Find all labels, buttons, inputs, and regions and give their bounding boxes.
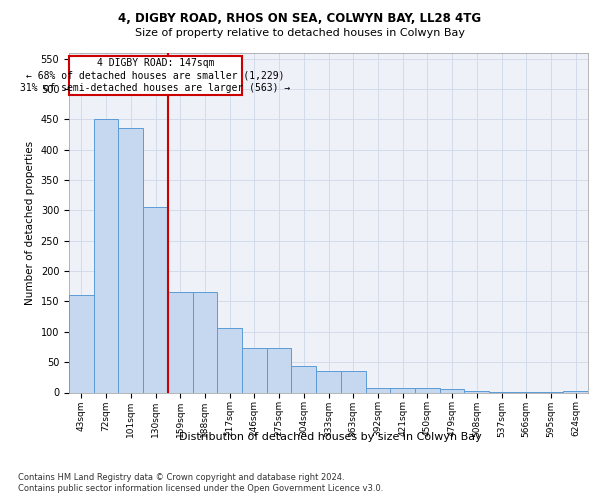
- Text: 4 DIGBY ROAD: 147sqm: 4 DIGBY ROAD: 147sqm: [97, 58, 214, 68]
- Text: Contains public sector information licensed under the Open Government Licence v3: Contains public sector information licen…: [18, 484, 383, 493]
- Bar: [69, 296, 94, 392]
- Bar: [94, 120, 118, 392]
- Bar: [415, 388, 440, 392]
- Text: ← 68% of detached houses are smaller (1,229): ← 68% of detached houses are smaller (1,…: [26, 70, 285, 80]
- Bar: [217, 328, 242, 392]
- Text: Contains HM Land Registry data © Crown copyright and database right 2024.: Contains HM Land Registry data © Crown c…: [18, 472, 344, 482]
- Bar: [168, 292, 193, 392]
- Bar: [118, 128, 143, 392]
- Bar: [563, 390, 588, 392]
- Text: 4, DIGBY ROAD, RHOS ON SEA, COLWYN BAY, LL28 4TG: 4, DIGBY ROAD, RHOS ON SEA, COLWYN BAY, …: [118, 12, 482, 26]
- Text: Distribution of detached houses by size in Colwyn Bay: Distribution of detached houses by size …: [179, 432, 481, 442]
- Text: Size of property relative to detached houses in Colwyn Bay: Size of property relative to detached ho…: [135, 28, 465, 38]
- Bar: [143, 208, 168, 392]
- Bar: [267, 348, 292, 393]
- Text: 31% of semi-detached houses are larger (563) →: 31% of semi-detached houses are larger (…: [20, 83, 290, 93]
- Y-axis label: Number of detached properties: Number of detached properties: [25, 140, 35, 304]
- Bar: [316, 371, 341, 392]
- Bar: [440, 390, 464, 392]
- Bar: [193, 292, 217, 392]
- Bar: [292, 366, 316, 392]
- Bar: [390, 388, 415, 392]
- Bar: [341, 371, 365, 392]
- FancyBboxPatch shape: [69, 56, 242, 95]
- Bar: [365, 388, 390, 392]
- Bar: [242, 348, 267, 393]
